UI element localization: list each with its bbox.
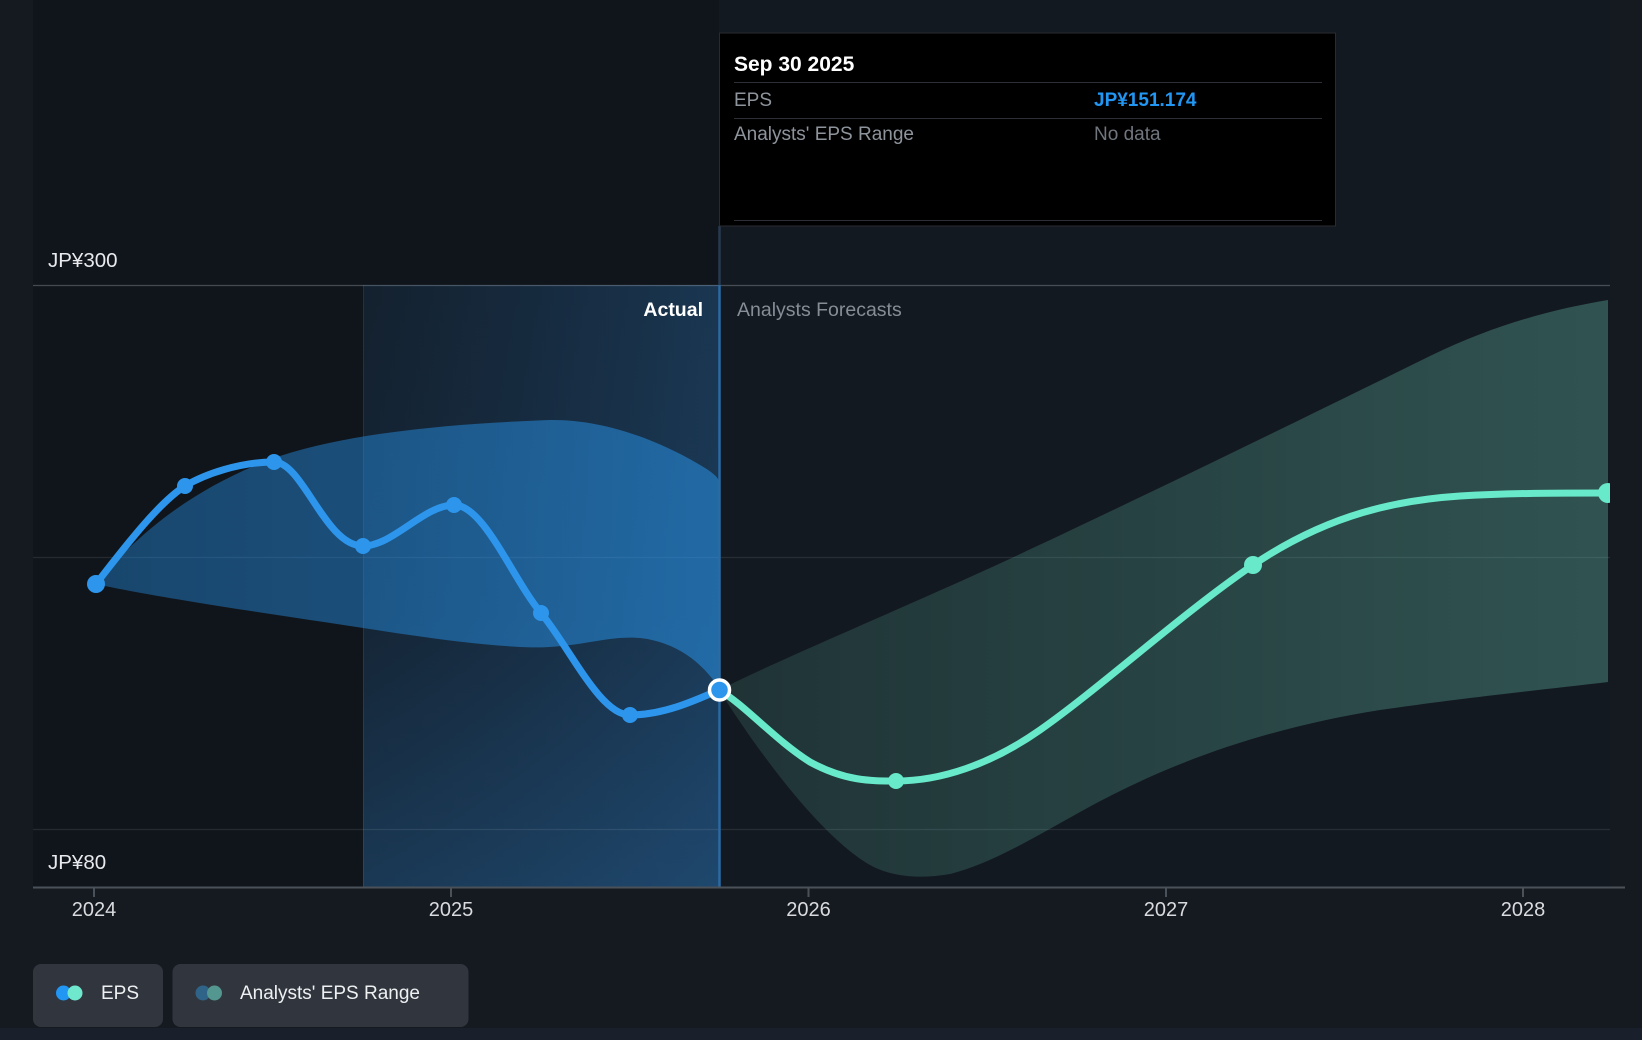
eps-actual-point[interactable] <box>622 707 638 723</box>
eps-actual-point[interactable] <box>355 538 371 554</box>
eps-actual-point[interactable] <box>266 454 282 470</box>
legend-pill-analysts-eps-range[interactable] <box>172 964 469 1027</box>
eps-legend-blue-dot-icon <box>56 985 71 1001</box>
eps-actual-point[interactable] <box>177 478 193 494</box>
legend-label-analysts-eps-range: Analysts' EPS Range <box>240 983 420 1004</box>
eps-actual-points[interactable] <box>87 454 638 723</box>
legend: EPS Analysts' EPS Range <box>33 964 469 1027</box>
y-label-bottom: JP¥80 <box>48 851 106 874</box>
x-tick-2026: 2026 <box>786 899 831 921</box>
x-axis-labels: 2024 2025 2026 2027 2028 <box>72 899 1546 921</box>
eps-forecast-point[interactable] <box>1244 556 1262 574</box>
chart-layers <box>87 300 1618 877</box>
range-legend-blue-dot-icon <box>195 985 211 1001</box>
tooltip-box <box>719 32 1336 227</box>
y-label-top: JP¥300 <box>48 249 118 272</box>
tooltip-eps-label: EPS <box>734 90 772 111</box>
forecast-range-band <box>719 300 1608 877</box>
past-range-band <box>96 419 719 688</box>
tooltip: Sep 30 2025 EPS JP¥151.174 Analysts' EPS… <box>719 32 1336 227</box>
eps-forecast-points[interactable] <box>888 483 1618 789</box>
x-axis-ticks <box>93 888 1524 897</box>
legend-label-eps: EPS <box>101 983 139 1004</box>
tooltip-eps-value: JP¥151.174 <box>1094 90 1197 111</box>
legend-item-analysts-eps-range[interactable]: Analysts' EPS Range <box>172 964 469 1027</box>
eps-forecast-point[interactable] <box>1598 483 1618 503</box>
bottom-edge-strip <box>0 1028 1642 1040</box>
eps-legend-teal-dot-icon <box>67 985 83 1001</box>
eps-actual-point[interactable] <box>533 605 549 621</box>
x-tick-2025: 2025 <box>429 899 474 921</box>
legend-pill-eps[interactable] <box>33 964 163 1027</box>
x-tick-2027: 2027 <box>1144 899 1189 921</box>
tooltip-range-label: Analysts' EPS Range <box>734 124 914 145</box>
tooltip-title: Sep 30 2025 <box>734 53 855 76</box>
eps-forecast-point[interactable] <box>888 773 904 789</box>
eps-forecast-line <box>715 489 1610 785</box>
x-tick-2024: 2024 <box>72 899 117 921</box>
actual-section-label: Actual <box>643 299 703 321</box>
legend-item-eps[interactable]: EPS <box>33 964 163 1027</box>
range-legend-teal-dot-icon <box>207 985 222 1001</box>
eps-actual-point[interactable] <box>87 575 105 593</box>
eps-actual-point[interactable] <box>446 497 462 513</box>
hovered-point[interactable] <box>707 678 732 702</box>
forecast-section-label: Analysts Forecasts <box>737 299 902 321</box>
tooltip-range-value: No data <box>1094 124 1161 145</box>
x-tick-2028: 2028 <box>1501 899 1546 921</box>
